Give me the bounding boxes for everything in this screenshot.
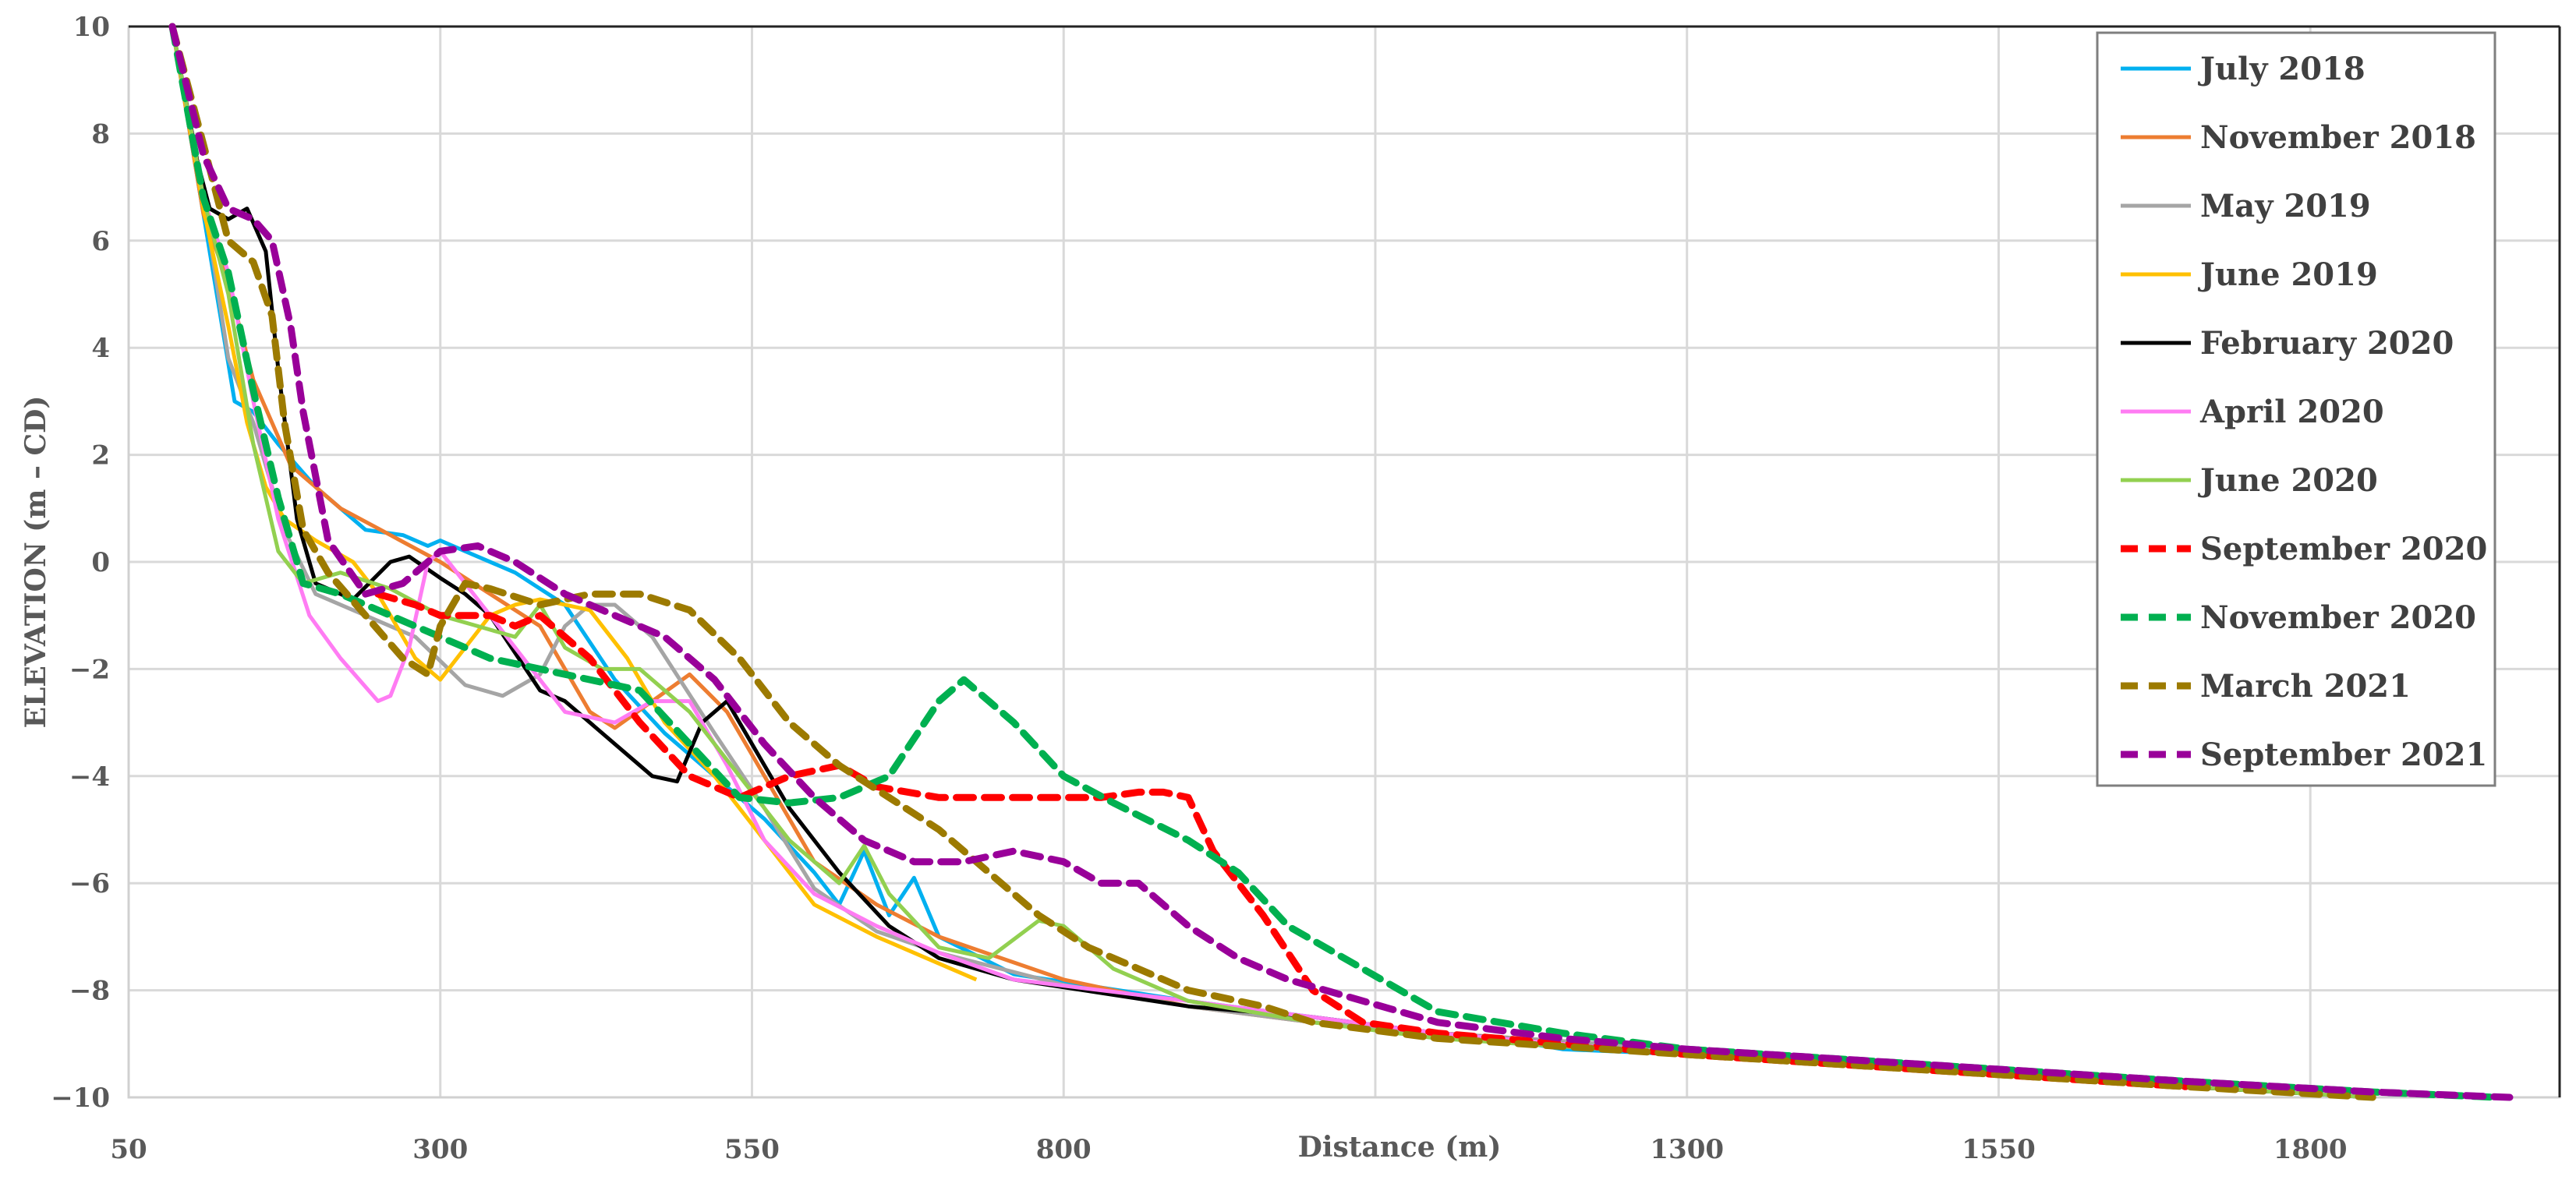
legend-label: March 2021	[2200, 668, 2411, 705]
y-tick-label: 2	[91, 440, 110, 472]
x-tick-label: 50	[110, 1134, 147, 1165]
x-tick-label: 300	[412, 1134, 468, 1165]
legend-label: May 2019	[2200, 188, 2371, 224]
y-tick-label: 0	[91, 547, 110, 578]
y-tick-label: 4	[91, 333, 110, 364]
x-tick-label: 800	[1036, 1134, 1092, 1165]
series-line-march-2021	[168, 23, 2376, 1101]
y-tick-label: −2	[69, 654, 110, 685]
y-tick-label: 8	[91, 118, 110, 150]
data-series	[168, 23, 2514, 1101]
x-tick-label: 1550	[1962, 1134, 2036, 1165]
y-tick-label: −6	[69, 868, 110, 899]
y-axis-ticks: 10 8 6 4 2 0 −2 −4 −6 −8 −10	[51, 12, 110, 1114]
y-tick-label: 10	[73, 12, 110, 43]
legend-box	[2096, 31, 2496, 787]
series-line-june-2020	[170, 26, 2373, 1100]
legend: July 2018 November 2018 May 2019 June 2019 F…	[2096, 31, 2496, 787]
legend-label: June 2020	[2198, 462, 2378, 499]
legend-label: June 2019	[2198, 256, 2378, 293]
x-tick-label: 550	[724, 1134, 780, 1165]
legend-label: September 2020	[2200, 531, 2487, 567]
y-axis-title: ELEVATION (m – CD)	[19, 396, 52, 729]
y-tick-label: −4	[69, 761, 110, 793]
x-tick-label: 1300	[1650, 1134, 1724, 1165]
x-tick-label: 1800	[2273, 1134, 2348, 1165]
series-line-june-2019	[170, 26, 978, 982]
y-tick-label: 6	[91, 226, 110, 257]
series-line-september-2021	[168, 23, 2514, 1101]
legend-label: April 2020	[2199, 394, 2384, 430]
legend-label: September 2021	[2200, 737, 2487, 773]
legend-label: February 2020	[2200, 325, 2454, 362]
series-line-november-2020	[168, 23, 2501, 1101]
x-axis-title: Distance (m)	[1298, 1131, 1502, 1164]
x-axis-ticks: 50 300 550 800 1300 1550 1800	[110, 1134, 2347, 1165]
y-tick-label: −8	[69, 976, 110, 1007]
y-tick-label: −10	[51, 1083, 110, 1114]
legend-label: November 2020	[2200, 599, 2476, 636]
legend-label: November 2018	[2200, 119, 2476, 156]
legend-label: July 2018	[2198, 51, 2365, 87]
